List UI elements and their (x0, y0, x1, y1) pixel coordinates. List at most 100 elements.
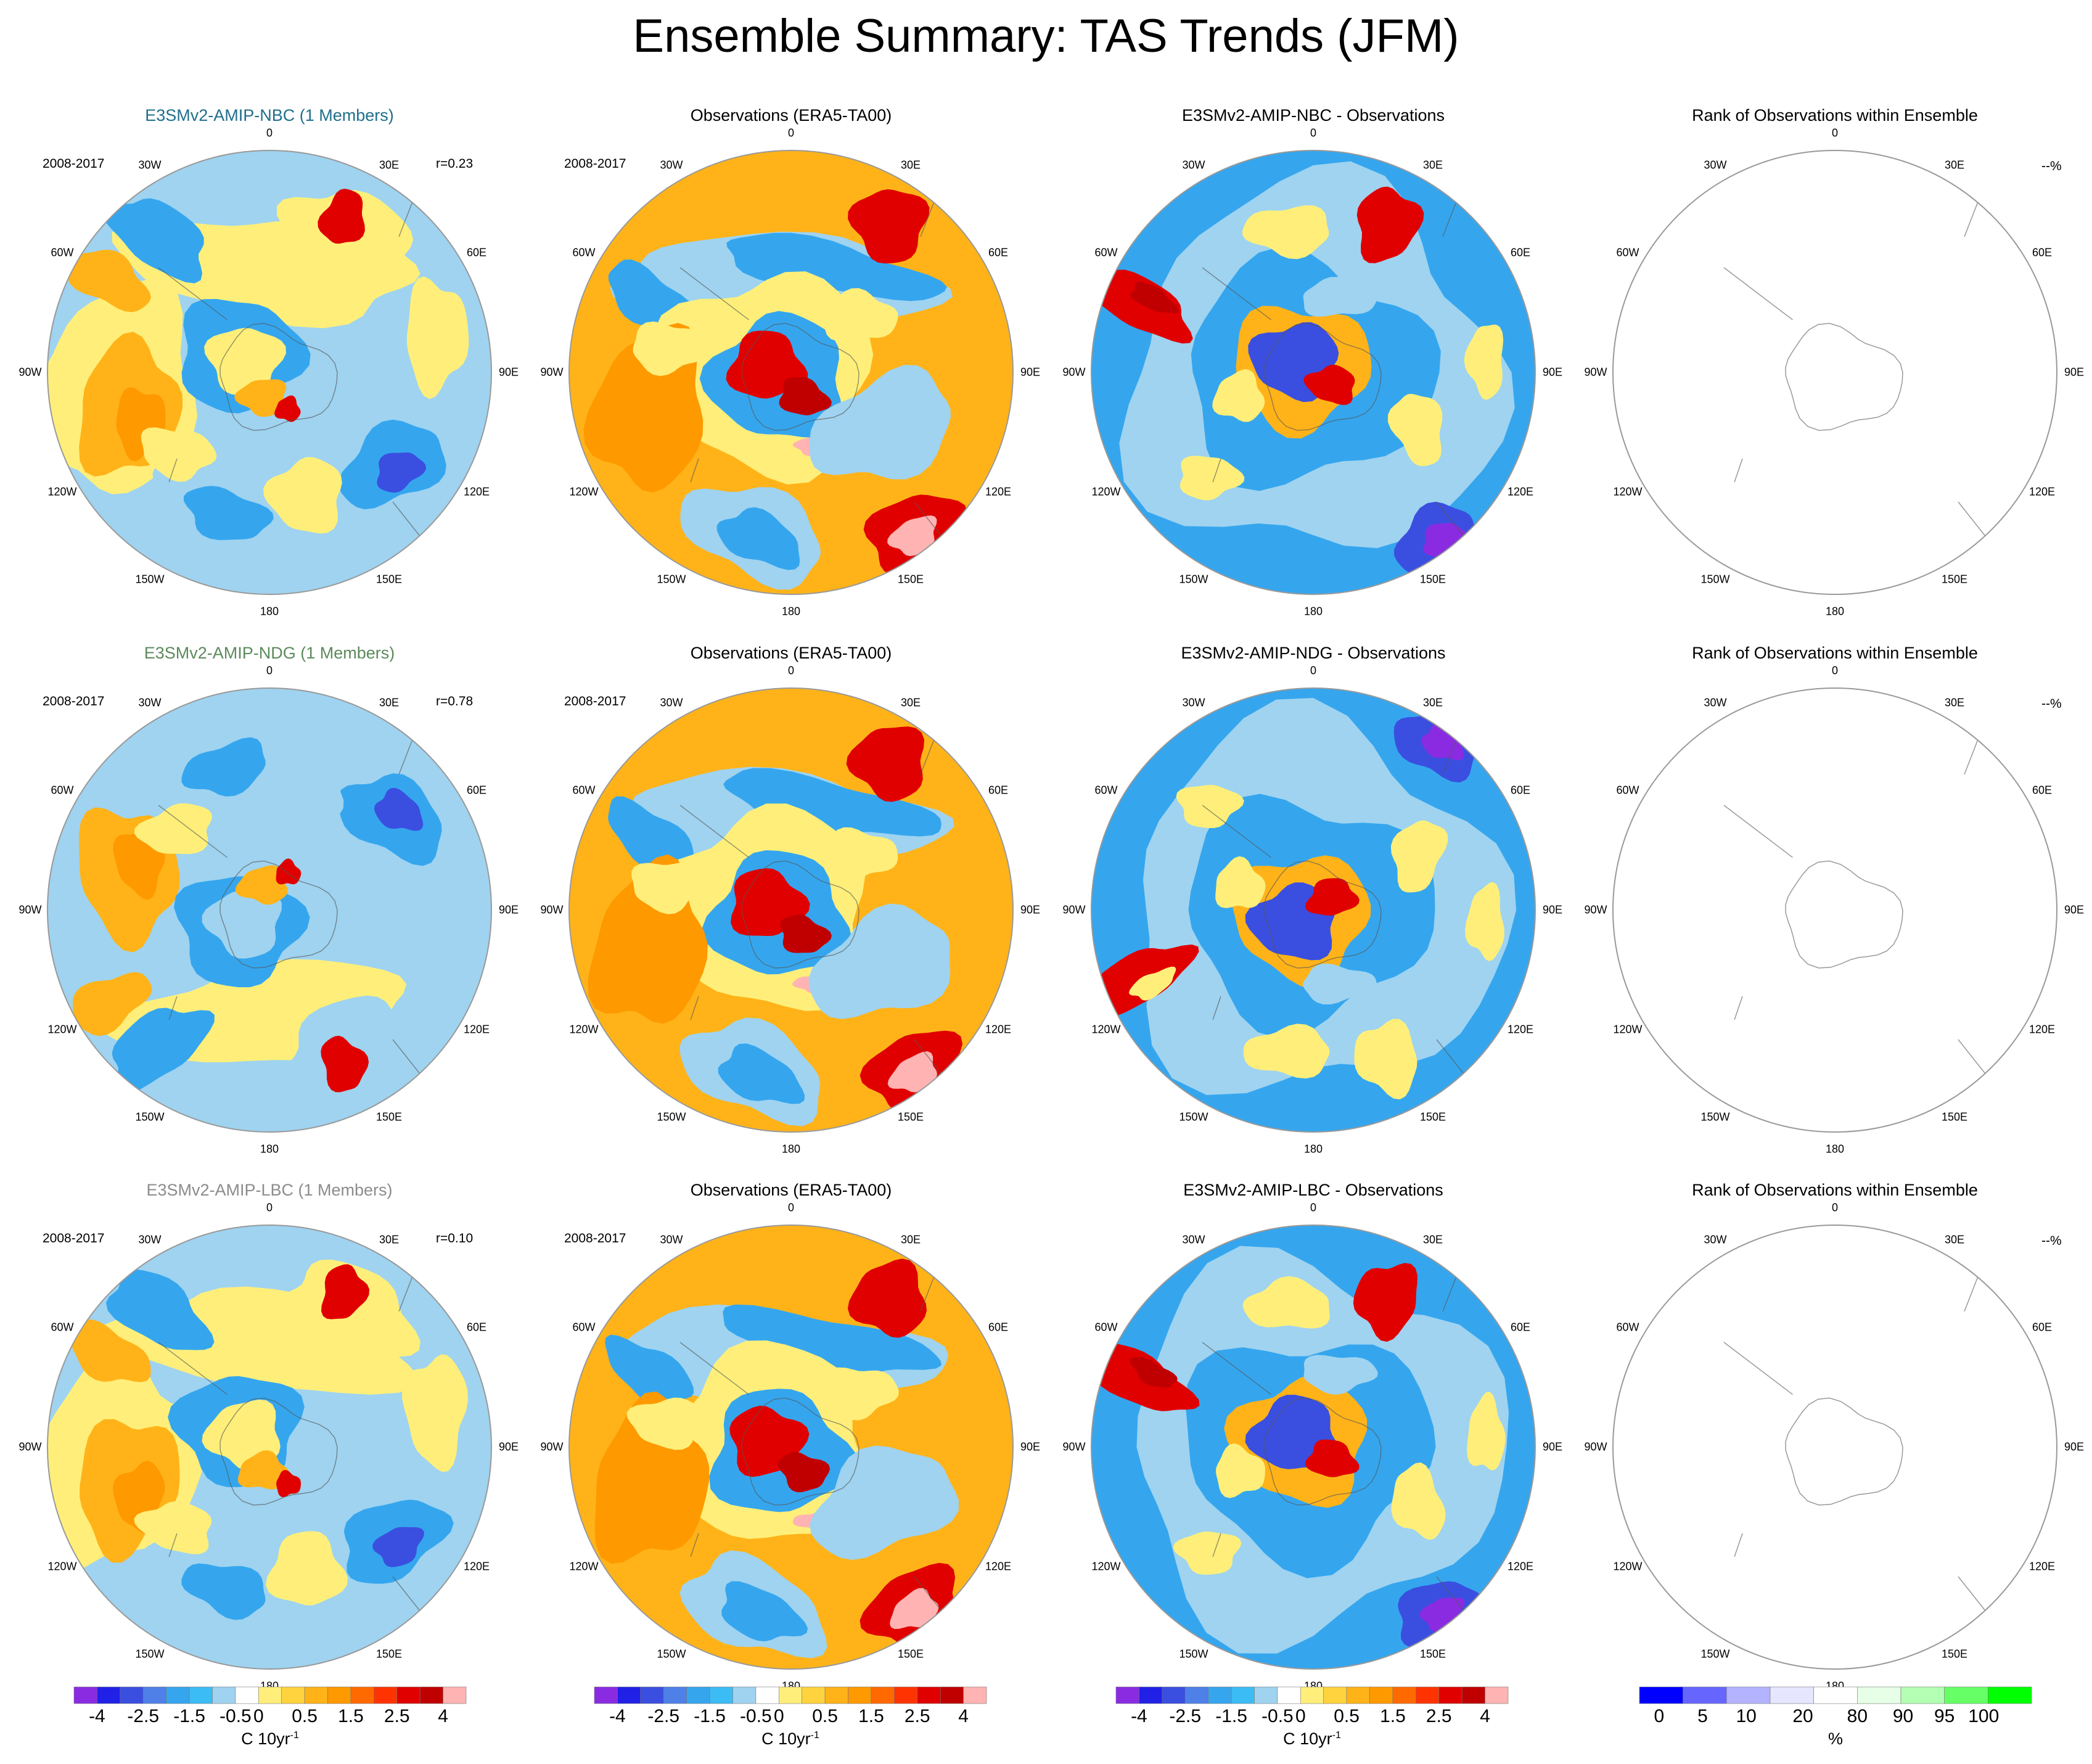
colorbar-swatch (709, 1686, 733, 1704)
longitude-label: 0 (1310, 1201, 1317, 1214)
colorbar-swatch (1416, 1686, 1440, 1704)
colorbar-tick-label: 2.5 (1426, 1706, 1452, 1726)
longitude-label: 30W (1704, 1233, 1727, 1246)
longitude-label: 150W (1700, 1110, 1730, 1123)
coastline-antarctica (741, 860, 859, 969)
longitude-label: 30W (138, 1233, 162, 1246)
longitude-label: 90W (1062, 1440, 1086, 1453)
longitude-label: 120E (463, 485, 490, 498)
coastline-antarctica (1785, 860, 1903, 969)
map-boundary (568, 150, 1014, 595)
longitude-label: 30W (660, 696, 683, 709)
contour-region (1176, 785, 1244, 828)
longitude-label: 90W (18, 903, 42, 916)
colorbar-unit: C 10yr-1 (1283, 1729, 1341, 1748)
contour-region (401, 1354, 469, 1472)
longitude-label: 60E (2032, 1321, 2053, 1334)
colorbar-unit-exponent: -1 (1332, 1730, 1341, 1741)
coastline-segment (1202, 267, 1271, 321)
contour-region (374, 787, 424, 831)
colorbar-swatch (1900, 1686, 1945, 1704)
contour-region (1303, 1355, 1378, 1395)
longitude-label: 30W (1182, 696, 1205, 709)
contour-region (1465, 882, 1504, 961)
longitude-label: 180 (1303, 605, 1323, 618)
period-label: 2008-2017 (564, 1231, 626, 1245)
colorbar-rank: 0 5 10 20 80 90 95 100 (1639, 1686, 2032, 1726)
contour-region (181, 737, 266, 797)
longitude-label: 120W (1613, 1560, 1643, 1573)
coastline-segment (1723, 1342, 1793, 1395)
longitude-label: 90W (1584, 366, 1607, 379)
longitude-label: 60W (51, 1321, 74, 1334)
longitude-label: 60E (2032, 784, 2053, 797)
longitude-label: 150E (1941, 573, 1968, 586)
colorbar-swatch (824, 1686, 848, 1704)
coastline-antarctica (1263, 322, 1382, 431)
longitude-label: 30W (660, 1233, 683, 1246)
coastline-segment (1734, 458, 1743, 483)
contour-region (1305, 1439, 1360, 1477)
coastline-segment (1723, 267, 1793, 321)
contour-region (721, 1581, 808, 1642)
coastline-segment (158, 267, 228, 321)
contour-region (134, 803, 212, 855)
longitude-label: 60E (467, 246, 487, 259)
panel-title: Observations (ERA5-TA00) (690, 644, 892, 662)
colorbar-swatch (1944, 1686, 1988, 1704)
longitude-label: 0 (787, 126, 795, 139)
longitude-label: 30W (138, 696, 162, 709)
longitude-label: 90E (2064, 366, 2085, 379)
colorbar-swatch (1208, 1686, 1232, 1704)
contour-region (263, 748, 344, 823)
colorbar-swatch (396, 1686, 420, 1704)
longitude-label: 150W (135, 573, 165, 586)
colorbar-tick-label: 0 (1295, 1706, 1306, 1726)
colorbar-tick-label: -0.5 (1261, 1706, 1294, 1726)
longitude-label: 60E (467, 784, 487, 797)
longitude-label: 30W (660, 158, 683, 171)
longitude-label: 30E (379, 1233, 400, 1246)
contour-region (716, 507, 800, 570)
contour-region (406, 896, 470, 1012)
panel-title: Rank of Observations within Ensemble (1692, 1181, 1978, 1199)
longitude-label: 120E (2028, 1023, 2056, 1036)
longitude-label: 60E (988, 246, 1009, 259)
map-boundary (47, 1225, 492, 1670)
colorbar-swatch (686, 1686, 710, 1704)
contour-region (810, 1445, 959, 1560)
coastline-antarctica (219, 1397, 338, 1506)
polar-map-diff (1091, 687, 1536, 1133)
panel-title: Observations (ERA5-TA00) (690, 1181, 892, 1199)
longitude-label: 60W (572, 1321, 596, 1334)
longitude-label: 90E (498, 366, 519, 379)
longitude-label: 60W (1616, 784, 1639, 797)
map-boundary (1091, 687, 1536, 1133)
contour-region (266, 1531, 348, 1606)
colorbar-unit: C 10yr-1 (761, 1729, 819, 1748)
longitude-label: 120E (985, 485, 1012, 498)
longitude-label: 120W (569, 485, 599, 498)
contour-region (1243, 1024, 1330, 1079)
panel-title: Rank of Observations within Ensemble (1692, 644, 1978, 662)
colorbar-swatch (1162, 1686, 1186, 1704)
longitude-label: 150E (1419, 1110, 1446, 1123)
colorbar-swatch (281, 1686, 305, 1704)
longitude-label: 60E (1511, 1321, 1531, 1334)
colorbar-swatch (755, 1686, 779, 1704)
longitude-label: 150W (1179, 1647, 1208, 1660)
colorbar-swatch (1988, 1686, 2032, 1704)
longitude-label: 150W (1179, 573, 1208, 586)
contour-region (282, 995, 424, 1093)
longitude-label: 150W (135, 1110, 165, 1123)
longitude-label: 60E (988, 784, 1009, 797)
colorbar-swatch (778, 1686, 803, 1704)
colorbar-tick-label: 4 (1480, 1706, 1490, 1726)
colorbar-swatch (1184, 1686, 1208, 1704)
contour-region (112, 1007, 215, 1093)
longitude-label: 180 (781, 605, 801, 618)
longitude-label: 0 (1831, 1201, 1839, 1214)
contour-region (1130, 281, 1179, 313)
colorbar-swatch (871, 1686, 895, 1704)
longitude-label: 150E (897, 573, 924, 586)
